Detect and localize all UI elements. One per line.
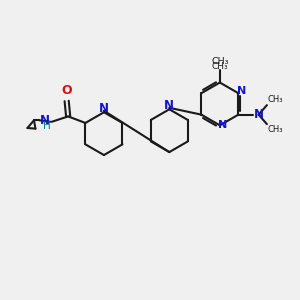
Text: CH₃: CH₃: [268, 95, 283, 104]
Text: N: N: [218, 120, 227, 130]
Text: N: N: [40, 114, 50, 127]
Text: CH₃: CH₃: [212, 62, 228, 71]
Text: H: H: [43, 121, 50, 131]
Text: N: N: [237, 86, 246, 96]
Text: CH₃: CH₃: [268, 125, 283, 134]
Text: CH₃: CH₃: [211, 57, 229, 66]
Text: N: N: [254, 108, 264, 121]
Text: N: N: [164, 99, 174, 112]
Text: O: O: [61, 84, 72, 97]
Text: N: N: [99, 102, 109, 115]
